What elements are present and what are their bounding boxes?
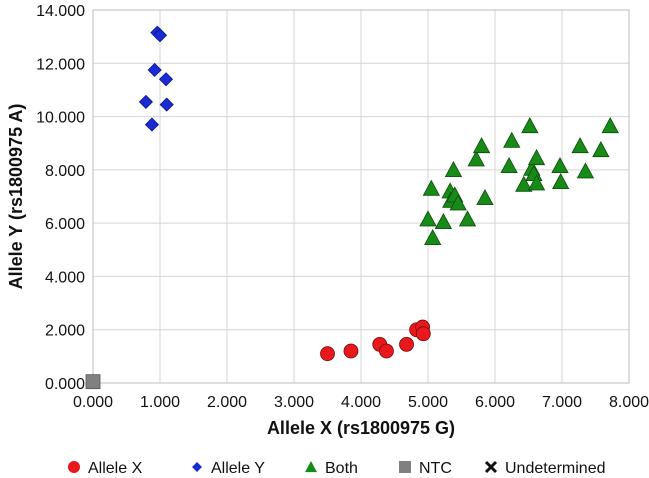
grid-layer — [92, 9, 630, 384]
y-axis-title: Allele Y (rs1800975 A) — [6, 104, 26, 290]
legend-marker — [399, 461, 411, 473]
both-point — [503, 131, 521, 148]
both-point — [424, 228, 442, 245]
x-tick-label: 8.000 — [609, 394, 649, 411]
legend: Allele X Allele Y Both NTC Undetermined — [68, 460, 606, 477]
both-point — [444, 161, 463, 178]
legend-label: Both — [325, 460, 358, 477]
both-point — [422, 179, 441, 196]
both-point — [527, 174, 546, 191]
x-axis-title: Allele X (rs1800975 G) — [267, 418, 455, 438]
both-point — [551, 173, 570, 190]
legend-marker — [192, 462, 202, 472]
plot-frame — [92, 9, 630, 384]
both-point — [551, 157, 569, 174]
y-tick-label: 6.000 — [45, 216, 85, 233]
allele-x-point — [320, 346, 335, 362]
both-point — [576, 162, 595, 179]
x-tick-label: 5.000 — [408, 394, 448, 411]
legend-item-allele-x: Allele X — [68, 460, 143, 477]
legend-item-undetermined: Undetermined — [484, 460, 606, 477]
both-point — [434, 212, 453, 230]
legend-label: Undetermined — [505, 460, 606, 477]
allele-x-point — [399, 336, 414, 352]
x-tick-label: 3.000 — [274, 394, 314, 411]
legend-item-ntc: NTC — [399, 460, 452, 477]
x-tick-label: 2.000 — [207, 394, 247, 411]
allele-y-point — [159, 97, 174, 112]
allele-y-point — [138, 94, 153, 109]
y-tick-label: 0.000 — [45, 376, 85, 393]
y-tick-label: 4.000 — [45, 269, 85, 286]
both-point — [515, 175, 533, 192]
both-point — [527, 149, 546, 166]
allele-x-point — [343, 343, 359, 359]
allele-y-point — [147, 62, 162, 78]
allele-x-point — [379, 343, 394, 359]
both-point — [601, 117, 619, 134]
data-points — [85, 25, 619, 390]
tick-labels: 0.000 1.000 2.000 3.000 4.000 5.000 6.000 7.000… — [36, 3, 649, 411]
allele-y-point — [144, 117, 160, 132]
x-tick-label: 6.000 — [475, 394, 515, 411]
x-tick-label: 4.000 — [341, 394, 381, 411]
legend-marker — [68, 461, 80, 473]
y-tick-label: 2.000 — [45, 323, 85, 340]
y-tick-label: 14.000 — [36, 3, 85, 20]
legend-label: Allele Y — [211, 460, 265, 477]
both-point — [571, 137, 589, 154]
allele-y-point — [152, 28, 168, 43]
both-point — [472, 137, 491, 154]
both-point — [467, 150, 485, 167]
legend-marker — [484, 460, 498, 474]
allele-y-point — [158, 72, 174, 87]
x-tick-label: 0.000 — [73, 394, 113, 411]
legend-item-allele-y: Allele Y — [192, 460, 265, 477]
both-point — [419, 210, 437, 227]
both-point — [521, 117, 539, 134]
both-point — [592, 141, 610, 158]
legend-label: Allele X — [88, 460, 143, 477]
y-tick-label: 12.000 — [36, 56, 85, 73]
y-tick-label: 10.000 — [36, 110, 85, 127]
both-point — [476, 188, 494, 206]
both-point — [500, 157, 518, 174]
x-tick-label: 1.000 — [140, 394, 180, 411]
y-tick-label: 8.000 — [45, 163, 85, 180]
allele-x-point — [415, 326, 431, 342]
legend-marker — [305, 461, 317, 473]
legend-label: NTC — [419, 460, 452, 477]
legend-item-both: Both — [305, 460, 358, 477]
ntc-point — [85, 374, 101, 390]
x-tick-label: 7.000 — [542, 394, 582, 411]
both-point — [458, 210, 477, 227]
both-point — [449, 194, 467, 211]
